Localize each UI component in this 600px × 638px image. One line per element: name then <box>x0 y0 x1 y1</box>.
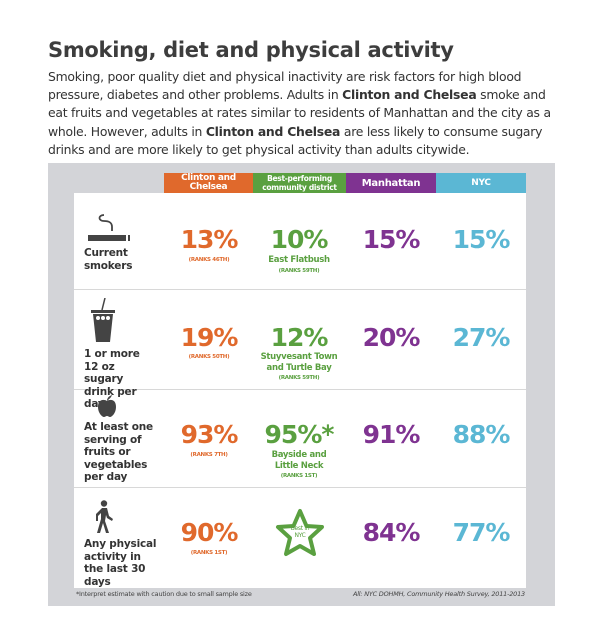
data-table-panel: Clinton and Chelsea Best-performing comm… <box>48 163 555 606</box>
intro-text: smoke and eat fruits and vegetables at r… <box>48 87 551 139</box>
intro-text: are less likely to consume sugary drinks… <box>48 123 543 157</box>
intro-bold: Clinton and Chelsea <box>205 123 341 139</box>
intro-paragraph: Smoking, poor quality diet and physical … <box>48 68 560 159</box>
best-in-nyc-label: Best in NYC <box>290 525 310 539</box>
district-value: 90% <box>180 518 239 547</box>
best-value: 12% <box>270 323 329 352</box>
header-best-district: Best-performing community district <box>253 173 346 193</box>
district-value: 13% <box>180 225 239 254</box>
table-row: Any physical activity in the last 30 day… <box>74 488 526 588</box>
district-rank: (RANKS 7TH) <box>190 452 228 458</box>
page-title: Smoking, diet and physical activity <box>48 38 454 62</box>
intro-bold: Clinton and Chelsea <box>342 87 477 103</box>
manhattan-value: 15% <box>362 225 421 254</box>
soda-cup-icon <box>91 298 115 342</box>
star-badge-icon <box>276 509 324 556</box>
row-label: 1 or more 12 oz sugary drink per day <box>84 348 140 410</box>
table-row: At least one serving of fruits or vegeta… <box>74 390 526 488</box>
intro-text: Smoking, poor quality diet and physical … <box>48 69 522 103</box>
best-district-name: Stuyvesant Town and Turtle Bay <box>260 352 338 373</box>
header-nyc: NYC <box>436 173 526 193</box>
row-label: At least one serving of fruits or vegeta… <box>84 421 153 483</box>
best-value: 10% <box>270 225 329 254</box>
manhattan-value: 84% <box>362 518 421 547</box>
nyc-value: 27% <box>452 323 511 352</box>
table-row: Current smokers 13% (RANKS 46TH) 10% Eas… <box>74 193 526 290</box>
best-value: 95%* <box>264 420 335 449</box>
table-body: Current smokers 13% (RANKS 46TH) 10% Eas… <box>74 193 526 588</box>
best-district-name: Bayside and Little Neck <box>271 450 327 471</box>
best-rank: (RANKS 1ST) <box>280 473 318 479</box>
best-rank: (RANKS 59TH) <box>278 267 320 274</box>
table-row: 1 or more 12 oz sugary drink per day 19%… <box>74 290 526 410</box>
row-label: Any physical activity in the last 30 day… <box>84 538 157 588</box>
header-manhattan: Manhattan <box>346 173 436 193</box>
nyc-value: 88% <box>452 420 511 449</box>
district-rank: (RANKS 50TH) <box>188 354 230 360</box>
district-rank: (RANKS 46TH) <box>188 257 230 263</box>
manhattan-value: 20% <box>362 323 421 352</box>
apple-icon <box>98 395 116 417</box>
walking-person-icon <box>96 500 113 533</box>
nyc-value: 77% <box>452 518 511 547</box>
source-note: All: NYC DOHMH, Community Health Survey,… <box>352 590 525 598</box>
district-value: 19% <box>180 323 239 352</box>
nyc-value: 15% <box>452 225 511 254</box>
district-rank: (RANKS 1ST) <box>190 550 228 556</box>
best-rank: (RANKS 59TH) <box>278 375 320 381</box>
manhattan-value: 91% <box>362 420 421 449</box>
row-label: Current smokers <box>84 247 133 272</box>
header-clinton-chelsea: Clinton and Chelsea <box>164 173 253 193</box>
district-value: 93% <box>180 420 239 449</box>
best-district-name: East Flatbush <box>268 255 330 265</box>
footnote: *Interpret estimate with caution due to … <box>76 590 252 598</box>
cigarette-icon <box>88 214 130 241</box>
